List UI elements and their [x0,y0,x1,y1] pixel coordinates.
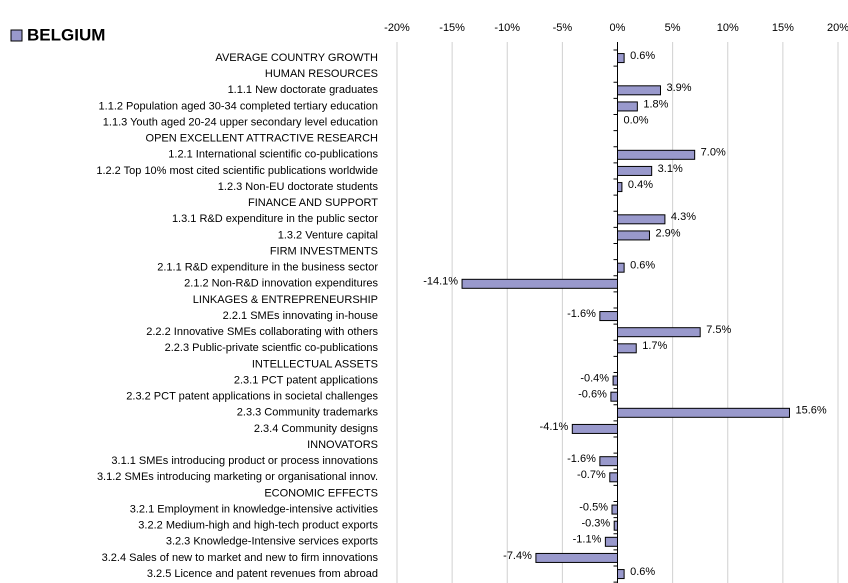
data-label: 7.0% [701,147,726,159]
y-tick-label: ECONOMIC EFFECTS [264,487,378,499]
data-label: -0.5% [579,501,608,513]
bar [617,53,625,64]
data-label: 3.1% [658,163,683,175]
bar [617,101,638,112]
x-tick-label: 10% [717,22,739,34]
y-tick-label: 1.3.1 R&D expenditure in the public sect… [172,213,378,225]
data-label: -14.1% [423,276,458,288]
x-tick-label: 20% [827,22,848,34]
y-tick-label: 2.1.1 R&D expenditure in the business se… [157,262,378,274]
bar [617,149,696,160]
data-label: -7.4% [503,550,532,562]
y-tick-label: 2.3.1 PCT patent applications [234,374,379,386]
bar [617,407,790,418]
bar [617,214,666,225]
y-tick-label: INTELLECTUAL ASSETS [252,358,378,370]
legend-swatch [10,29,23,42]
bar [613,520,619,531]
y-tick-label: 3.1.2 SMEs introducing marketing or orga… [97,471,378,483]
y-tick-label: 2.3.3 Community trademarks [237,407,379,419]
data-label: 1.7% [642,340,667,352]
data-label: -1.6% [567,308,596,320]
bar [617,230,650,241]
data-label: -0.7% [577,469,606,481]
y-tick-label: 2.2.1 SMEs innovating in-house [223,310,378,322]
data-label: -1.6% [567,453,596,465]
bar [604,536,618,547]
x-tick-label: 5% [665,22,681,34]
y-tick-label: INNOVATORS [307,439,378,451]
y-tick-label: LINKAGES & ENTREPRENEURSHIP [193,294,378,306]
y-tick-label: 3.2.3 Knowledge-Intensive services expor… [166,536,379,548]
bar [617,327,701,338]
x-tick-label: -15% [439,22,465,34]
bar [617,182,623,193]
y-tick-label: 3.2.4 Sales of new to market and new to … [102,552,379,564]
bar [571,423,618,434]
x-tick-label: -20% [384,22,410,34]
bar [599,311,618,322]
y-tick-label: 1.3.2 Venture capital [278,229,378,241]
bar [611,504,618,515]
bar [610,391,619,402]
bar [609,472,618,483]
bar [612,375,619,386]
bar [535,552,618,563]
y-tick-label: 3.2.5 Licence and patent revenues from a… [147,568,378,580]
data-label: 0.6% [630,260,655,272]
bar [617,343,637,354]
bar [617,85,661,96]
y-tick-label: 1.2.2 Top 10% most cited scientific publ… [96,165,378,177]
y-tick-label: HUMAN RESOURCES [265,68,378,80]
y-tick-label: AVERAGE COUNTRY GROWTH [215,52,378,64]
data-label: -0.6% [578,389,607,401]
x-tick-label: -5% [553,22,573,34]
bar [617,569,625,580]
data-label: -0.3% [581,518,610,530]
data-label: 4.3% [671,211,696,223]
data-label: 2.9% [655,227,680,239]
y-tick-label: 1.1.3 Youth aged 20-24 upper secondary l… [103,116,378,128]
data-label: 3.9% [666,82,691,94]
y-tick-label: 2.2.2 Innovative SMEs collaborating with… [146,326,378,338]
y-tick-label: 3.1.1 SMEs introducing product or proces… [111,455,378,467]
data-label: 7.5% [706,324,731,336]
y-tick-label: FINANCE AND SUPPORT [248,197,378,209]
data-label: 1.8% [643,98,668,110]
bar [461,278,618,289]
x-tick-label: 15% [772,22,794,34]
data-label: 0.0% [624,114,649,126]
data-label: 0.6% [630,50,655,62]
y-tick-label: OPEN EXCELLENT ATTRACTIVE RESEARCH [146,133,379,145]
y-tick-label: 2.3.4 Community designs [254,423,379,435]
y-tick-label: 1.1.2 Population aged 30-34 completed te… [99,100,378,112]
bar [617,262,625,273]
bar [617,165,653,176]
bar [599,456,618,467]
y-tick-label: 3.2.1 Employment in knowledge-intensive … [130,503,379,515]
data-label: -4.1% [540,421,569,433]
y-tick-label: 2.1.2 Non-R&D innovation expenditures [184,278,378,290]
y-tick-label: FIRM INVESTMENTS [270,245,378,257]
y-tick-label: 2.3.2 PCT patent applications in societa… [126,391,378,403]
data-label: 0.4% [628,179,653,191]
data-label: 15.6% [795,405,826,417]
x-tick-label: 0% [610,22,626,34]
y-tick-label: 1.2.1 International scientific co-public… [168,149,378,161]
x-tick-label: -10% [494,22,520,34]
data-label: 0.6% [630,566,655,578]
y-tick-label: 1.1.1 New doctorate graduates [228,84,379,96]
y-tick-label: 2.2.3 Public-private scientfic co-public… [165,342,379,354]
y-tick-label: 3.2.2 Medium-high and high-tech product … [138,520,378,532]
data-label: -1.1% [573,534,602,546]
legend-label: BELGIUM [27,25,105,44]
data-label: -0.4% [580,372,609,384]
y-tick-label: 1.2.3 Non-EU doctorate students [218,181,379,193]
